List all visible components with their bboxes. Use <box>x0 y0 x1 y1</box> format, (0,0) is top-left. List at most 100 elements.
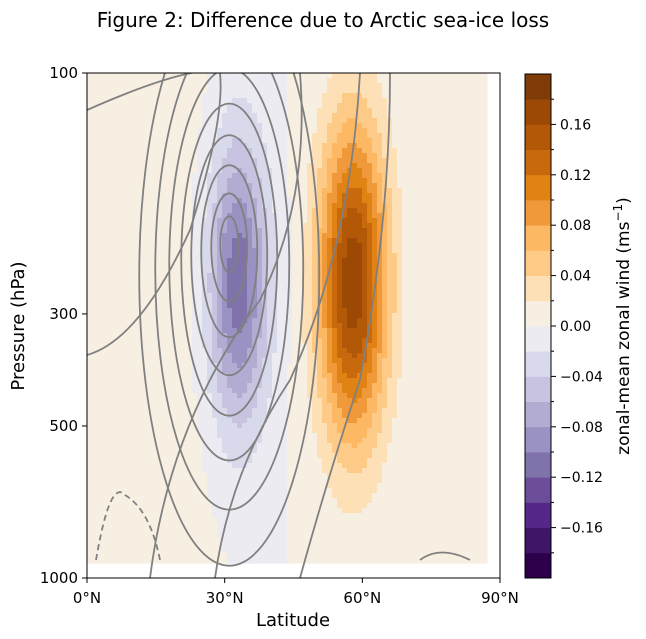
field-cell <box>437 223 443 229</box>
field-cell <box>332 263 338 269</box>
field-cell <box>292 293 298 299</box>
field-cell <box>377 133 383 139</box>
field-cell <box>322 163 328 169</box>
field-cell <box>142 288 148 294</box>
field-cell <box>257 223 263 229</box>
field-cell <box>382 93 388 99</box>
field-cell <box>177 238 183 244</box>
field-cell <box>132 368 138 374</box>
field-cell <box>362 378 368 384</box>
field-cell <box>177 333 183 339</box>
field-cell <box>157 263 163 269</box>
field-cell <box>217 138 223 144</box>
field-cell <box>127 298 133 304</box>
field-cell <box>307 278 313 284</box>
field-cell <box>247 168 253 174</box>
field-cell <box>362 248 368 254</box>
field-cell <box>152 333 158 339</box>
field-cell <box>307 88 313 94</box>
field-cell <box>367 148 373 154</box>
field-cell <box>92 218 98 224</box>
field-cell <box>437 258 443 264</box>
field-cell <box>467 108 473 114</box>
field-cell <box>367 138 373 144</box>
field-cell <box>427 358 433 364</box>
field-cell <box>472 118 478 124</box>
field-cell <box>227 218 233 224</box>
field-cell <box>192 98 198 104</box>
field-cell <box>347 288 353 294</box>
field-cell <box>217 178 223 184</box>
field-cell <box>472 248 478 254</box>
field-cell <box>297 283 303 289</box>
field-cell <box>227 323 233 329</box>
field-cell <box>232 338 238 344</box>
field-cell <box>217 288 223 294</box>
field-cell <box>332 228 338 234</box>
field-cell <box>92 208 98 214</box>
field-cell <box>87 323 93 329</box>
field-cell <box>327 123 333 129</box>
field-cell <box>287 123 293 129</box>
field-cell <box>302 293 308 299</box>
field-cell <box>402 338 408 344</box>
field-cell <box>142 193 148 199</box>
field-cell <box>207 383 213 389</box>
field-cell <box>467 183 473 189</box>
field-cell <box>142 208 148 214</box>
field-cell <box>97 263 103 269</box>
field-cell <box>307 308 313 314</box>
field-cell <box>227 338 233 344</box>
field-cell <box>202 358 208 364</box>
field-cell <box>407 73 413 79</box>
field-cell <box>207 83 213 89</box>
field-cell <box>432 218 438 224</box>
field-cell <box>132 113 138 119</box>
field-cell <box>412 103 418 109</box>
field-cell <box>457 188 463 194</box>
field-cell <box>312 233 318 239</box>
field-cell <box>192 318 198 324</box>
field-cell <box>292 83 298 89</box>
field-cell <box>127 203 133 209</box>
field-cell <box>407 358 413 364</box>
field-cell <box>417 133 423 139</box>
field-cell <box>437 178 443 184</box>
field-cell <box>282 273 288 279</box>
field-cell <box>267 228 273 234</box>
field-cell <box>342 108 348 114</box>
field-cell <box>422 98 428 104</box>
field-cell <box>302 248 308 254</box>
field-cell <box>332 303 338 309</box>
field-cell <box>392 183 398 189</box>
field-cell <box>242 168 248 174</box>
field-cell <box>147 103 153 109</box>
field-cell <box>442 283 448 289</box>
field-cell <box>312 123 318 129</box>
field-cell <box>367 353 373 359</box>
field-cell <box>192 328 198 334</box>
field-cell <box>342 368 348 374</box>
field-cell <box>367 158 373 164</box>
field-cell <box>462 258 468 264</box>
field-cell <box>87 273 93 279</box>
field-cell <box>417 93 423 99</box>
field-cell <box>482 178 488 184</box>
field-cell <box>272 348 278 354</box>
field-cell <box>327 258 333 264</box>
field-cell <box>307 168 313 174</box>
field-cell <box>342 353 348 359</box>
field-cell <box>207 223 213 229</box>
field-cell <box>457 153 463 159</box>
field-cell <box>427 113 433 119</box>
field-cell <box>122 273 128 279</box>
field-cell <box>147 283 153 289</box>
field-cell <box>267 188 273 194</box>
field-cell <box>422 353 428 359</box>
field-cell <box>392 248 398 254</box>
field-cell <box>197 288 203 294</box>
field-cell <box>317 223 323 229</box>
field-cell <box>292 338 298 344</box>
field-cell <box>117 173 123 179</box>
field-cell <box>447 343 453 349</box>
